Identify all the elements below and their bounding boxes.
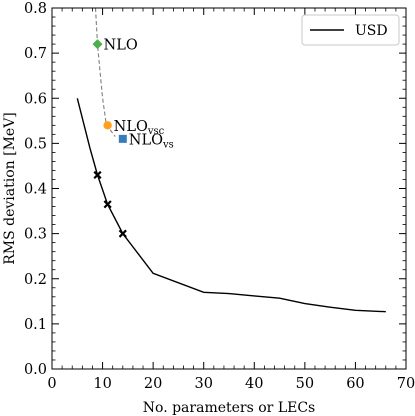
data-markers [92,39,127,238]
y-tick-label: 0.0 [24,362,47,378]
y-tick-label: 0.1 [24,317,47,333]
marker-label-subscript: vsc [147,126,165,137]
y-tick-label: 0.6 [24,91,47,107]
marker-label: NLOvsc [114,119,165,137]
marker-label: NLOvs [129,132,174,150]
marker-label-subscript: vs [162,139,174,150]
x-tick-label: 0 [47,376,56,392]
x-marker [93,170,102,180]
x-axis-title: No. parameters or LECs [143,400,315,416]
legend-box [301,14,400,46]
x-tick-label: 70 [397,376,415,392]
marker-label-main: NLO [104,38,138,54]
series-line-usd [76,98,386,313]
y-axis-ticks: 0.0 0.1 0.2 0.3 0.4 0.5 0.6 0.7 0.8 [24,1,406,378]
y-tick-label: 0.4 [24,182,47,198]
x-tick-label: 10 [93,376,111,392]
y-tick-label: 0.7 [24,46,47,62]
marker-label-main: NLO [129,132,163,148]
legend-label-usd: USD [355,23,388,39]
y-tick-label: 0.5 [24,136,47,152]
y-axis-title: RMS deviation [MeV] [2,112,18,265]
x-tick-label: 40 [245,376,263,392]
x-marker [118,229,127,238]
marker-label: NLO [104,38,138,54]
y-tick-label: 0.2 [24,272,47,288]
x-tick-label: 60 [346,376,364,392]
circle-marker [103,121,112,130]
diamond-marker [92,39,103,50]
plot-frame [51,7,407,370]
y-tick-label: 0.8 [24,1,47,17]
x-axis-ticks: 0 10 20 30 40 50 60 70 [47,8,415,392]
marker-label-main: NLO [114,119,148,135]
x-marker [103,200,112,209]
series-line-dashed [94,7,116,137]
x-tick-label: 30 [194,376,212,392]
legend: USD [301,14,400,46]
y-tick-label: 0.3 [24,227,47,243]
x-tick-label: 20 [144,376,162,392]
square-marker [118,134,127,143]
x-tick-label: 50 [296,376,314,392]
